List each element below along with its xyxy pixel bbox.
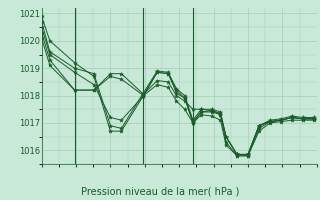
Text: Pression niveau de la mer( hPa ): Pression niveau de la mer( hPa ) <box>81 186 239 196</box>
